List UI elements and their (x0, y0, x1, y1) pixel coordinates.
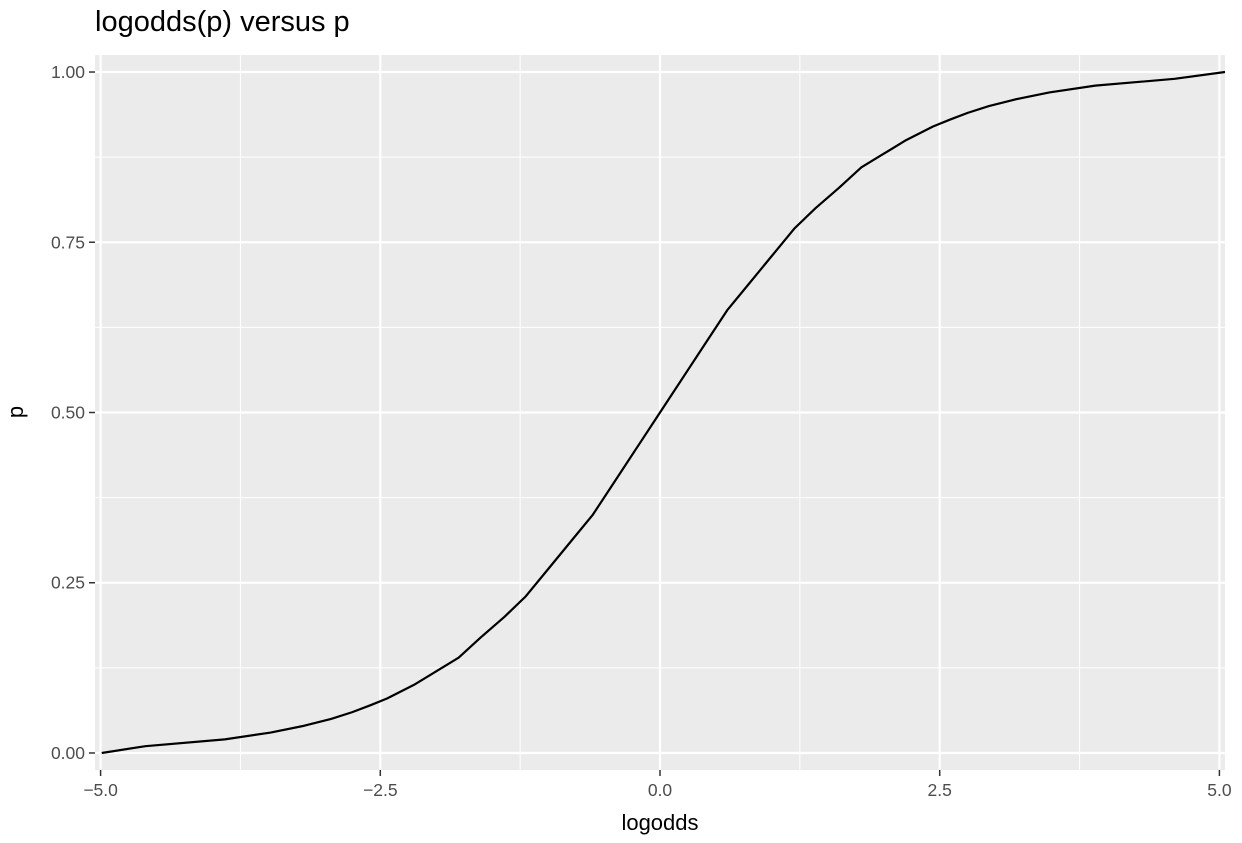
y-tick-label: 1.00 (51, 62, 85, 82)
x-tick-label: 0.0 (648, 780, 673, 800)
x-tick-label: 2.5 (928, 780, 952, 800)
x-tick-label: 5.0 (1207, 780, 1232, 800)
x-axis-label: logodds (621, 810, 699, 835)
y-tick-label: 0.25 (51, 573, 85, 593)
chart-title: logodds(p) versus p (95, 6, 350, 38)
x-tick-label: −5.0 (83, 780, 118, 800)
y-tick-label: 0.50 (51, 403, 85, 423)
y-axis: 0.00 0.25 0.50 0.75 1.00 (51, 62, 95, 763)
y-axis-label: p (3, 405, 28, 419)
series-line (101, 70, 1226, 755)
series-layer (101, 70, 1226, 755)
x-axis: −5.0 −2.5 0.0 2.5 5.0 (83, 770, 1232, 800)
y-tick-label: 0.00 (51, 743, 85, 763)
x-tick-label: −2.5 (363, 780, 398, 800)
y-tick-label: 0.75 (51, 232, 85, 252)
